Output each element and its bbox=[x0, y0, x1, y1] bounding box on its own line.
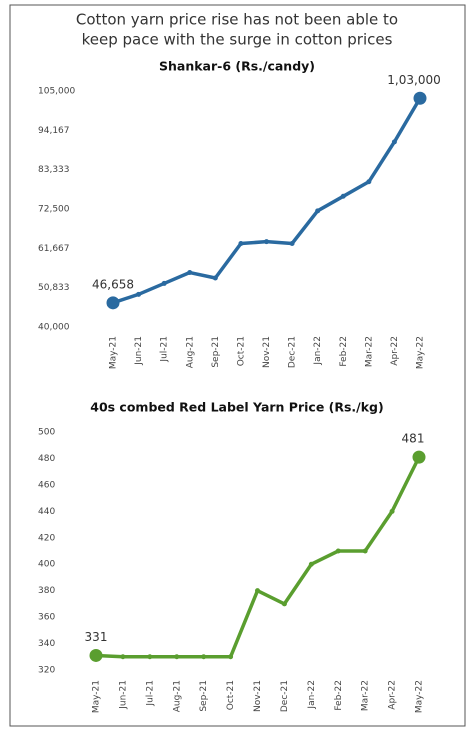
point bbox=[340, 193, 346, 199]
x-tick-label: Sep-21 bbox=[199, 680, 209, 712]
x-tick-label: Jan-22 bbox=[313, 336, 323, 366]
point bbox=[289, 240, 295, 246]
frame bbox=[9, 4, 466, 727]
x-tick-label: Nov-21 bbox=[253, 680, 263, 712]
point bbox=[174, 654, 180, 660]
y-tick-label: 40,000 bbox=[38, 323, 70, 333]
x-tick-label: Apr-22 bbox=[390, 336, 400, 366]
point bbox=[120, 654, 126, 660]
x-tick-label: Dec-21 bbox=[288, 336, 298, 368]
point bbox=[147, 654, 153, 660]
point bbox=[228, 654, 234, 660]
x-tick-label: May-21 bbox=[92, 680, 102, 713]
data-label: 46,658 bbox=[92, 277, 134, 291]
x-tick-label: Sep-21 bbox=[211, 336, 221, 368]
point bbox=[187, 270, 193, 276]
x-tick-label: Nov-21 bbox=[262, 336, 272, 368]
x-tick-label: Feb-22 bbox=[339, 336, 349, 367]
y-tick-label: 380 bbox=[38, 586, 55, 596]
x-tick-label: Jul-21 bbox=[160, 336, 170, 363]
x-tick-label: Jan-22 bbox=[307, 680, 317, 710]
y-tick-label: 420 bbox=[38, 533, 55, 543]
point bbox=[308, 561, 314, 567]
x-tick-label: Oct-21 bbox=[236, 336, 246, 366]
point bbox=[201, 654, 207, 660]
y-tick-label: 480 bbox=[38, 454, 55, 464]
point bbox=[335, 548, 341, 554]
x-tick-label: Apr-22 bbox=[388, 680, 398, 710]
y-tick-label: 340 bbox=[38, 639, 55, 649]
point bbox=[281, 601, 287, 607]
chart-title: 40s combed Red Label Yarn Price (Rs./kg) bbox=[90, 400, 383, 415]
x-tick-label: Mar-22 bbox=[361, 680, 371, 711]
point bbox=[212, 275, 218, 281]
x-tick-label: Oct-21 bbox=[226, 680, 236, 710]
y-tick-label: 72,500 bbox=[38, 205, 70, 215]
point bbox=[89, 648, 103, 662]
y-tick-label: 320 bbox=[38, 666, 55, 676]
point bbox=[106, 296, 120, 310]
x-tick-label: Feb-22 bbox=[334, 680, 344, 711]
x-tick-label: Jun-21 bbox=[118, 680, 128, 710]
point bbox=[362, 548, 368, 554]
point bbox=[366, 179, 372, 185]
y-tick-label: 440 bbox=[38, 507, 55, 517]
x-tick-label: May-21 bbox=[109, 336, 119, 369]
y-tick-label: 61,667 bbox=[38, 244, 70, 254]
point bbox=[161, 280, 167, 286]
point bbox=[136, 291, 142, 297]
point bbox=[238, 240, 244, 246]
point bbox=[391, 139, 397, 145]
point bbox=[413, 91, 427, 105]
x-tick-label: Mar-22 bbox=[364, 336, 374, 367]
y-tick-label: 460 bbox=[38, 480, 55, 490]
page-title-cont: keep pace with the surge in cotton price… bbox=[82, 31, 393, 49]
point bbox=[264, 239, 269, 245]
y-tick-label: 400 bbox=[38, 560, 55, 570]
point bbox=[412, 450, 426, 464]
data-label: 1,03,000 bbox=[387, 73, 440, 87]
data-label: 481 bbox=[402, 432, 425, 446]
y-tick-label: 360 bbox=[38, 613, 55, 623]
y-tick-label: 105,000 bbox=[38, 87, 75, 97]
x-tick-label: May-22 bbox=[416, 336, 426, 369]
x-tick-label: May-22 bbox=[415, 680, 425, 713]
y-tick-label: 94,167 bbox=[38, 126, 70, 136]
x-tick-label: Jun-21 bbox=[134, 336, 144, 366]
y-tick-label: 83,333 bbox=[38, 165, 70, 175]
x-tick-label: Jul-21 bbox=[145, 680, 155, 707]
point bbox=[315, 208, 321, 214]
point bbox=[389, 508, 395, 514]
page-title: Cotton yarn price rise has not been able… bbox=[76, 11, 398, 29]
x-tick-label: Aug-21 bbox=[172, 680, 182, 712]
point bbox=[255, 588, 260, 594]
data-label: 331 bbox=[85, 630, 108, 644]
y-tick-label: 50,833 bbox=[38, 283, 70, 293]
chart-title: Shankar-6 (Rs./candy) bbox=[159, 59, 315, 74]
y-tick-label: 500 bbox=[38, 428, 55, 438]
x-tick-label: Aug-21 bbox=[185, 336, 195, 368]
x-tick-label: Dec-21 bbox=[280, 680, 290, 712]
